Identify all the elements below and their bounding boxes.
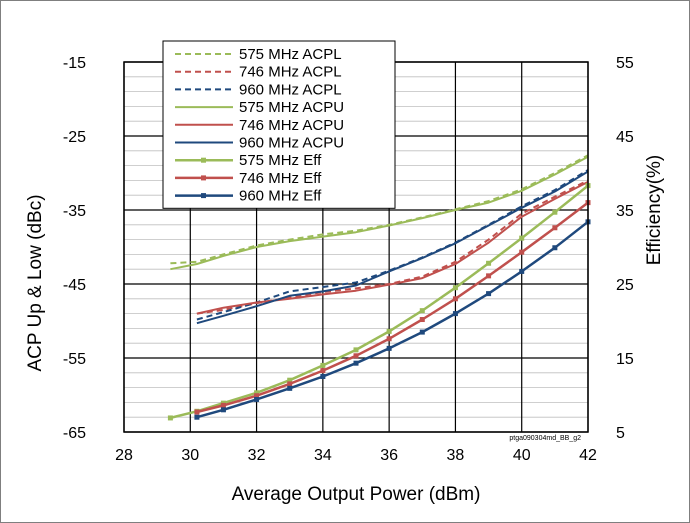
y2-tick-label: 5 (616, 425, 625, 442)
legend-label: 575 MHz ACPL (239, 46, 342, 63)
legend-label: 960 MHz ACPU (239, 135, 344, 152)
x-tick-label: 34 (314, 447, 332, 464)
data-point (486, 273, 492, 279)
data-point (519, 249, 525, 255)
y-tick-label: -35 (63, 203, 86, 220)
y-tick-labels: -65 -55 -45 -35 -25 -15 (63, 55, 86, 442)
y-tick-label: -15 (63, 55, 86, 72)
x-tick-label: 32 (248, 447, 266, 464)
legend-label: 746 MHz ACPU (239, 117, 344, 134)
x-tick-label: 30 (181, 447, 199, 464)
legend-label: 960 MHz Eff (239, 188, 322, 205)
data-point (419, 329, 425, 335)
data-point (220, 402, 226, 408)
series-line (170, 154, 589, 265)
y-tick-label: -65 (63, 425, 86, 442)
legend-label: 746 MHz Eff (239, 170, 322, 187)
series-line (196, 181, 589, 315)
data-point (353, 360, 359, 366)
x-tick-labels: 28 30 32 34 36 38 40 42 (115, 447, 597, 464)
data-point (167, 415, 173, 421)
series-line (196, 170, 589, 325)
data-point (386, 328, 392, 334)
data-point (254, 393, 260, 399)
legend-label: 746 MHz ACPL (239, 64, 342, 81)
data-point (419, 317, 425, 323)
legend-label: 575 MHz Eff (239, 152, 322, 169)
data-point (552, 225, 558, 231)
legend-marker (201, 157, 206, 163)
y2-axis-title: Efficiency(%) (644, 155, 665, 266)
series-line (170, 184, 589, 420)
y-axis-title: ACP Up & Low (dBc) (25, 194, 46, 371)
legend-marker (201, 175, 206, 181)
data-point (519, 235, 525, 241)
data-point (194, 414, 200, 420)
series-group (167, 154, 591, 421)
watermark-label: ptga090304md_BB_g2 (509, 435, 581, 442)
data-point (320, 368, 326, 374)
x-tick-label: 36 (380, 447, 398, 464)
data-point (287, 377, 293, 383)
x-tick-label: 28 (115, 447, 133, 464)
y2-tick-label: 15 (616, 351, 634, 368)
data-point (419, 308, 425, 314)
series-line (170, 155, 589, 271)
data-point (320, 374, 326, 379)
data-point (320, 362, 326, 368)
legend-label: 575 MHz ACPU (239, 99, 344, 116)
data-point (452, 296, 458, 302)
x-tick-label: 38 (447, 447, 465, 464)
y2-tick-label: 35 (616, 203, 634, 220)
y2-tick-label: 55 (616, 55, 634, 72)
data-point (486, 260, 492, 266)
x-axis-title: Average Output Power (dBm) (232, 484, 481, 505)
y2-tick-label: 25 (616, 277, 634, 294)
x-tick-label: 42 (579, 447, 597, 464)
data-point (194, 409, 200, 415)
y-tick-label: -55 (63, 351, 86, 368)
data-point (519, 268, 525, 274)
legend-marker (201, 193, 206, 199)
data-point (220, 407, 226, 413)
data-point (386, 345, 392, 351)
legend-label: 960 MHz ACPL (239, 81, 342, 98)
y2-tick-label: 45 (616, 129, 634, 146)
data-point (452, 311, 458, 317)
data-point (353, 353, 359, 359)
data-point (486, 291, 492, 297)
data-point (254, 390, 260, 396)
x-tick-label: 40 (513, 447, 531, 464)
y2-tick-labels: 5 15 25 35 45 55 (616, 55, 634, 442)
y-tick-label: -25 (63, 129, 86, 146)
data-point (287, 381, 293, 387)
data-point (386, 336, 392, 342)
data-point (452, 285, 458, 291)
data-point (353, 347, 359, 353)
data-point (552, 245, 558, 251)
data-point (254, 396, 260, 402)
data-point (552, 209, 558, 215)
y-tick-label: -45 (63, 277, 86, 294)
data-point (287, 385, 293, 391)
